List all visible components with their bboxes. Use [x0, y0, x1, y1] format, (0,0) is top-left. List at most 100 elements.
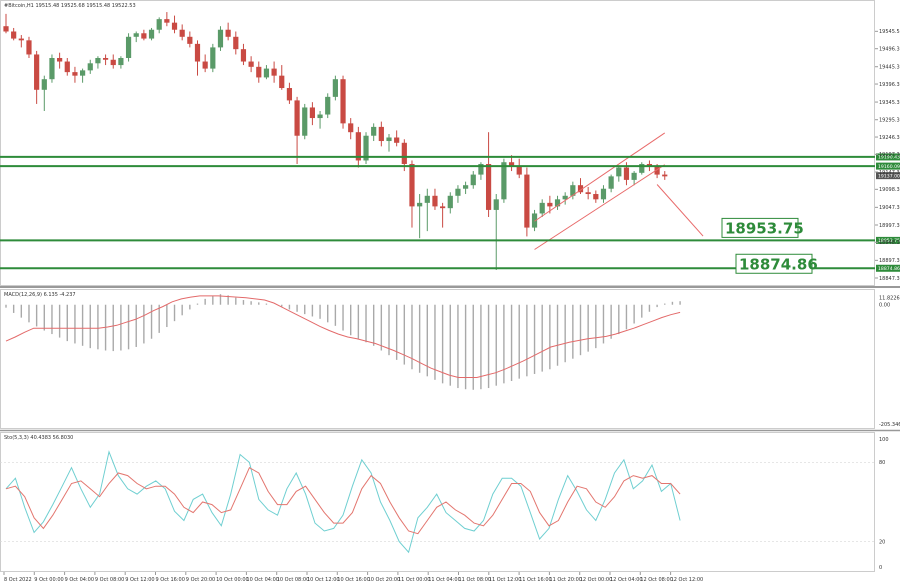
candle-body [539, 202, 545, 214]
candle-body [64, 61, 70, 73]
candle [225, 22, 231, 41]
stochastic-axis-tick-label: 0 [879, 565, 882, 571]
time-axis-tick-label: 11 Oct 04:00 [428, 577, 461, 583]
price-axis-tick-label: 19396.30 [879, 82, 900, 88]
candle [72, 66, 78, 83]
candle [371, 123, 377, 142]
candle-body [593, 194, 599, 200]
stochastic-panel [0, 432, 875, 572]
candle-body [317, 114, 323, 119]
candle-body [355, 132, 361, 161]
price-axis-tick-label: 19098.30 [879, 187, 900, 193]
candle [3, 13, 9, 34]
candle-body [233, 36, 239, 50]
candle-body [577, 185, 584, 193]
candle-body [378, 126, 384, 142]
candle-body [485, 163, 492, 210]
candle-body [125, 36, 132, 58]
candle [577, 178, 584, 195]
candle [463, 181, 469, 195]
candle [217, 26, 224, 51]
stochastic-k-line [5, 450, 681, 554]
candle-body [34, 54, 40, 90]
candle [256, 61, 262, 83]
candle-body [524, 174, 530, 228]
candle [631, 171, 637, 186]
price-panel-info: #Bitcoin,H1 19515.48 19525.68 19515.48 1… [4, 3, 136, 9]
candle [424, 188, 430, 232]
candle [302, 103, 308, 140]
time-axis-tick-label: 12 Oct 00:00 [580, 577, 613, 583]
macd-axis-tick-label: 0.00 [879, 303, 890, 309]
candle [294, 96, 300, 164]
time-axis-tick-label: 10 Oct 00:00 [216, 577, 249, 583]
candle [363, 132, 369, 164]
candle-body [179, 29, 185, 37]
candle [332, 75, 338, 101]
candle-body [424, 195, 430, 203]
candle-body [202, 61, 208, 69]
candle-body [156, 19, 162, 30]
stochastic-panel-info: Sto(5,3,3) 40.4383 56.8030 [4, 435, 73, 441]
candle-body [118, 57, 124, 66]
candle [171, 15, 178, 34]
stochastic-axis-tick-label: 80 [879, 460, 885, 466]
candle-body [263, 68, 270, 78]
candle-body [271, 68, 277, 76]
candle-body [18, 38, 24, 41]
candle-body [217, 29, 224, 48]
current-price-label: 19137.00 [878, 173, 900, 179]
candle [493, 194, 499, 270]
candle-body [417, 202, 423, 207]
candle [240, 43, 247, 66]
macd-panel [0, 289, 875, 429]
price-axis-tick-label: 18997.30 [879, 223, 900, 229]
time-axis-tick-label: 10 Oct 20:00 [368, 577, 401, 583]
level-callout-box [735, 253, 813, 274]
candle-body [547, 202, 553, 207]
candle [325, 93, 331, 119]
price-axis-tick-label: 19345.30 [879, 100, 900, 106]
stochastic-axis-tick-label: 100 [879, 437, 889, 443]
candle [355, 126, 361, 168]
candle-body [455, 188, 461, 196]
time-axis-tick-label: 11 Oct 12:00 [489, 577, 522, 583]
candle [179, 24, 185, 41]
time-axis-tick-label: 11 Oct 20:00 [549, 577, 582, 583]
candle [187, 31, 193, 48]
candle [34, 50, 40, 104]
candle [80, 68, 86, 83]
candle [616, 165, 622, 182]
projection-arrow [656, 184, 704, 237]
candle [378, 121, 384, 147]
candle [417, 194, 423, 239]
candle [317, 110, 323, 129]
candle-body [210, 47, 216, 69]
time-axis-tick-label: 11 Oct 00:00 [398, 577, 431, 583]
time-axis-tick-label: 12 Oct 08:00 [640, 577, 673, 583]
candle-body [286, 88, 293, 101]
candle-body [646, 163, 653, 166]
candle [662, 171, 668, 180]
candle-body [409, 163, 415, 207]
candle-body [585, 192, 591, 195]
candle [455, 185, 461, 203]
candle [539, 199, 545, 217]
candle-body [631, 172, 637, 180]
candle-body [340, 79, 346, 124]
candle-body [478, 163, 484, 175]
level-callout-box [721, 217, 799, 238]
candle-body [386, 137, 392, 142]
candle [409, 160, 415, 228]
candle [87, 59, 93, 74]
candle [41, 75, 47, 111]
candle-body [171, 22, 178, 30]
price-axis-tick-label: 19545.50 [879, 29, 900, 35]
candle-body [616, 167, 622, 177]
candle-body [600, 188, 607, 200]
candle [340, 75, 346, 129]
candle [263, 65, 270, 80]
candle [562, 192, 568, 205]
candle [210, 43, 216, 73]
